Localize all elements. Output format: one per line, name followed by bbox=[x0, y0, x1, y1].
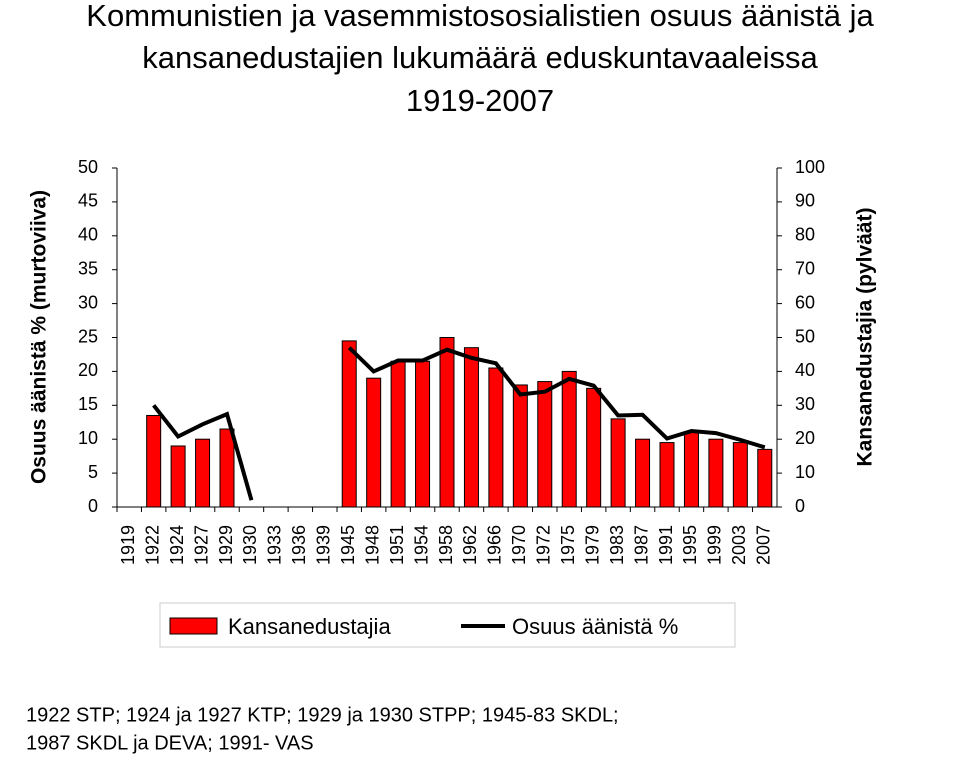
chart-title: 1919-2007 bbox=[406, 83, 554, 118]
x-tick-label: 1951 bbox=[387, 525, 407, 565]
x-tick-label: 1972 bbox=[534, 525, 554, 565]
y-tick-label: 25 bbox=[78, 326, 98, 346]
y-tick-label: 10 bbox=[78, 428, 98, 448]
y2-tick-label: 10 bbox=[795, 462, 815, 482]
x-tick-label: 1922 bbox=[142, 525, 162, 565]
bar bbox=[708, 438, 724, 508]
x-tick-label: 1945 bbox=[338, 525, 358, 565]
bar bbox=[341, 340, 357, 508]
y2-tick-label: 80 bbox=[795, 225, 815, 245]
x-tick-label: 1962 bbox=[460, 525, 480, 565]
y-tick-label: 50 bbox=[78, 157, 98, 177]
x-tick-label: 1958 bbox=[436, 525, 456, 565]
x-tick-label: 2007 bbox=[754, 525, 774, 565]
y-tick-label: 15 bbox=[78, 394, 98, 414]
chart-title: Kommunistien ja vasemmistososialistien o… bbox=[86, 0, 874, 33]
chart-title: kansanedustajien lukumäärä eduskuntavaal… bbox=[142, 40, 818, 75]
bar bbox=[537, 381, 553, 508]
legend-label: Kansanedustajia bbox=[228, 614, 391, 639]
bar bbox=[170, 445, 186, 508]
y-tick-label: 20 bbox=[78, 360, 98, 380]
y2-tick-label: 50 bbox=[795, 326, 815, 346]
y2-tick-label: 90 bbox=[795, 191, 815, 211]
bar bbox=[195, 438, 211, 508]
x-tick-label: 1999 bbox=[705, 525, 725, 565]
y-tick-label: 0 bbox=[88, 496, 98, 516]
y2-tick-label: 30 bbox=[795, 394, 815, 414]
bar bbox=[610, 418, 626, 508]
y-axis-title: Osuus äänistä % (murtoviiva) bbox=[28, 190, 51, 484]
x-tick-label: 1983 bbox=[607, 525, 627, 565]
bar bbox=[512, 384, 528, 508]
y2-tick-label: 70 bbox=[795, 258, 815, 278]
y2-tick-label: 100 bbox=[795, 157, 825, 177]
x-tick-label: 1939 bbox=[314, 525, 334, 565]
x-tick-label: 1933 bbox=[265, 525, 285, 565]
y2-tick-label: 60 bbox=[795, 292, 815, 312]
bar bbox=[659, 442, 675, 508]
bar bbox=[757, 448, 773, 508]
x-tick-label: 1954 bbox=[411, 525, 431, 565]
x-tick-label: 1995 bbox=[680, 525, 700, 565]
bar bbox=[683, 431, 699, 508]
x-tick-label: 1975 bbox=[558, 525, 578, 565]
footnote: 1922 STP; 1924 ja 1927 KTP; 1929 ja 1930… bbox=[26, 704, 619, 726]
x-tick-label: 1929 bbox=[216, 525, 236, 565]
x-tick-label: 1991 bbox=[656, 525, 676, 565]
x-tick-label: 1987 bbox=[631, 525, 651, 565]
x-tick-label: 1930 bbox=[240, 525, 260, 565]
x-tick-label: 1970 bbox=[509, 525, 529, 565]
y-tick-label: 45 bbox=[78, 191, 98, 211]
footnote: 1987 SKDL ja DEVA; 1991- VAS bbox=[26, 732, 314, 754]
bar bbox=[366, 377, 382, 508]
bar bbox=[415, 360, 431, 508]
y2-tick-label: 40 bbox=[795, 360, 815, 380]
line bbox=[152, 346, 766, 501]
x-tick-label: 1924 bbox=[167, 525, 187, 565]
x-tick-label: 2003 bbox=[729, 525, 749, 565]
bar bbox=[635, 438, 651, 508]
x-tick-label: 1966 bbox=[485, 525, 505, 565]
legend-swatch bbox=[169, 617, 218, 635]
x-tick-label: 1948 bbox=[362, 525, 382, 565]
x-tick-label: 1979 bbox=[582, 525, 602, 565]
bar bbox=[439, 337, 455, 508]
y-tick-label: 5 bbox=[88, 462, 98, 482]
y-tick-label: 40 bbox=[78, 225, 98, 245]
y-tick-label: 35 bbox=[78, 258, 98, 278]
bar bbox=[146, 414, 162, 508]
bar bbox=[463, 347, 479, 508]
x-tick-label: 1936 bbox=[289, 525, 309, 565]
y2-axis-title: Kansanedustajia (pylväät) bbox=[854, 207, 877, 466]
bar bbox=[561, 370, 577, 508]
y2-tick-label: 0 bbox=[795, 496, 805, 516]
legend-box bbox=[159, 602, 736, 648]
x-tick-label: 1919 bbox=[118, 525, 138, 565]
bar bbox=[732, 442, 748, 508]
bar bbox=[390, 360, 406, 508]
bar bbox=[219, 428, 235, 508]
y-tick-label: 30 bbox=[78, 292, 98, 312]
y2-tick-label: 20 bbox=[795, 428, 815, 448]
legend-label: Osuus äänistä % bbox=[512, 614, 678, 639]
bar bbox=[488, 367, 504, 508]
x-tick-label: 1927 bbox=[191, 525, 211, 565]
bar bbox=[586, 387, 602, 508]
